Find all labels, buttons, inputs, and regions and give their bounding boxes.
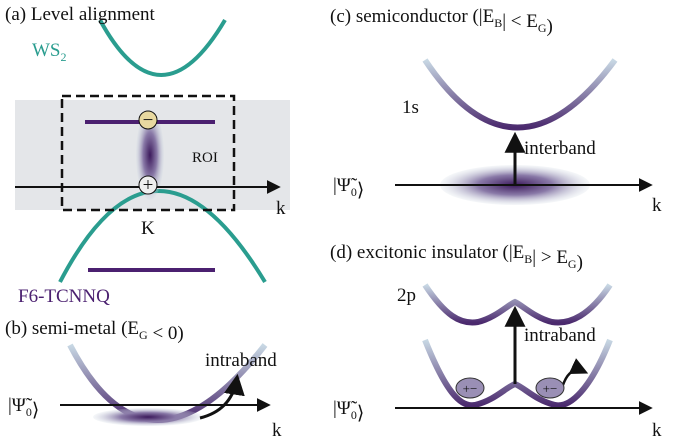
- panel-b: (b) semi-metal (EG < 0) intraband |Ψ̃0⟩ …: [5, 318, 282, 441]
- arrow-label: intraband: [205, 350, 277, 371]
- text-part: (b) semi-metal (E: [5, 318, 139, 339]
- state-label: |Ψ̃0⟩: [333, 175, 364, 201]
- text-part: ): [577, 252, 583, 273]
- exciton-signs: +−: [463, 381, 478, 396]
- band: [425, 60, 615, 128]
- electron-sign: −: [143, 110, 154, 131]
- state-label: |Ψ̃0⟩: [333, 398, 364, 424]
- ws2-label: WS2: [32, 40, 67, 64]
- panel-a: − + (a) Level alignment WS2 ROI K k F6-T…: [5, 4, 290, 307]
- panel-title: (d) excitonic insulator (|EB| > EG): [330, 242, 583, 273]
- subscript: B: [494, 16, 502, 30]
- lower-band: [425, 340, 610, 405]
- state-cloud: [93, 408, 203, 426]
- axis-label: k: [652, 195, 662, 216]
- exciton-signs: +−: [543, 381, 558, 396]
- figure: − + (a) Level alignment WS2 ROI K k F6-T…: [0, 0, 679, 443]
- subscript: 2: [61, 50, 67, 64]
- subscript: G: [568, 257, 577, 271]
- valley-label: K: [141, 218, 155, 239]
- subscript: G: [139, 328, 148, 342]
- axis-label: k: [272, 420, 282, 441]
- text-part: ): [547, 16, 553, 37]
- text-part: (d) excitonic insulator (|E: [330, 242, 524, 263]
- panel-title: (b) semi-metal (EG < 0): [5, 318, 184, 344]
- text-part: | > E: [532, 247, 568, 268]
- text-part: +: [463, 381, 470, 396]
- conduction-band: [100, 20, 225, 75]
- text-part: | < E: [502, 11, 538, 32]
- subscript: B: [524, 252, 532, 266]
- axis-label: k: [276, 198, 286, 219]
- text-part: +: [543, 381, 550, 396]
- exciton-arrow: [563, 370, 585, 385]
- text-part: ⟩: [32, 400, 39, 421]
- axis-label: k: [652, 420, 662, 441]
- arrow-label: interband: [524, 138, 596, 159]
- text-part: (c) semiconductor (|E: [330, 6, 494, 27]
- text-part: ⟩: [357, 403, 364, 424]
- upper-band: [425, 285, 610, 323]
- state-label: |Ψ̃0⟩: [8, 395, 39, 421]
- panel-d: +− +− (d) excitonic insulator (|EB| > EG…: [330, 242, 662, 441]
- panel-c: (c) semiconductor (|EB| < EG) 1s interba…: [330, 6, 662, 216]
- text-part: WS: [32, 40, 61, 61]
- panel-title: (c) semiconductor (|EB| < EG): [330, 6, 553, 37]
- level-label: 2p: [397, 285, 416, 306]
- level-label: 1s: [402, 97, 419, 118]
- text-part: −: [470, 381, 477, 396]
- text-part: ⟩: [357, 180, 364, 201]
- text-part: < 0): [148, 323, 184, 344]
- hole-sign: +: [143, 175, 154, 196]
- molecule-label: F6-TCNNQ: [18, 286, 110, 307]
- roi-label: ROI: [192, 150, 218, 166]
- text-part: −: [550, 381, 557, 396]
- panel-title: (a) Level alignment: [5, 4, 156, 25]
- subscript: G: [538, 21, 547, 35]
- arrow-label: intraband: [524, 325, 596, 346]
